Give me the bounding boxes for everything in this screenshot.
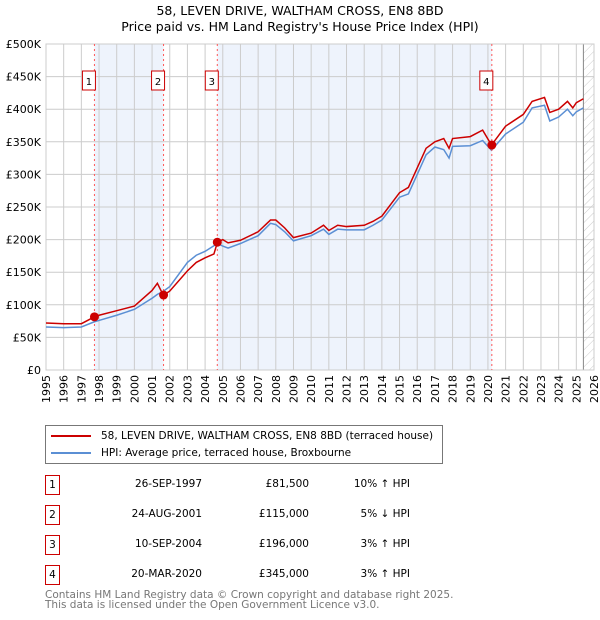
x-tick-label: 2017 [429,375,442,403]
sale-marker-box [81,70,96,91]
sale-date: 24-AUG-2001 [131,508,202,520]
x-tick-label: 2022 [517,375,530,403]
footer-line-2: This data is licensed under the Open Gov… [45,599,380,611]
sale-row: 4 20-MAR-2020 £345,000 3% ↑ HPI [45,565,445,585]
x-tick-label: 2005 [217,375,230,403]
sale-date: 26-SEP-1997 [134,478,202,490]
x-tick-label: 2018 [447,375,460,403]
x-tick-label: 2003 [181,375,194,403]
x-tick-label: 1996 [58,375,71,403]
sale-number: 2 [45,505,60,525]
y-tick-label: £450K [6,71,42,84]
sale-number: 3 [45,535,60,555]
y-tick-label: £50K [13,331,42,344]
sale-price: £345,000 [258,568,309,580]
x-tick-label: 2014 [376,375,389,403]
x-tick-label: 1997 [75,375,88,403]
x-tick-label: 2015 [394,375,407,403]
sale-point [487,140,497,150]
y-tick-label: £350K [6,136,42,149]
x-tick-label: 2000 [128,375,141,403]
y-tick-label: £200K [6,234,42,247]
sale-number: 1 [45,475,60,495]
x-tick-label: 2023 [535,375,548,403]
sale-marker-label: 1 [86,77,92,88]
sale-point [212,237,222,247]
x-tick-label: 2019 [464,375,477,403]
x-tick-label: 2011 [323,375,336,403]
sale-price: £196,000 [258,538,309,550]
x-tick-label: 1999 [111,375,124,403]
sale-date: 10-SEP-2004 [134,538,202,550]
x-tick-label: 2026 [588,375,600,403]
y-tick-label: £300K [6,168,42,181]
x-tick-label: 2021 [500,375,513,403]
y-tick-label: £250K [6,201,42,214]
x-tick-label: 2006 [234,375,247,403]
sale-marker-label: 4 [483,77,489,88]
chart-title: 58, LEVEN DRIVE, WALTHAM CROSS, EN8 8BD [156,3,444,18]
sale-price: £115,000 [258,508,309,520]
x-tick-label: 1998 [93,375,106,403]
y-tick-label: £400K [6,103,42,116]
x-tick-label: 2020 [482,375,495,403]
legend-red-line [51,435,91,437]
x-tick-label: 1995 [40,375,53,403]
sale-number: 4 [45,565,60,585]
footer: Contains HM Land Registry data © Crown c… [45,589,454,611]
sale-hpi-diff: 3% ↑ HPI [360,568,410,580]
y-tick-label: £500K [6,38,42,51]
sale-price: £81,500 [265,478,309,490]
x-tick-label: 2004 [199,375,212,403]
x-tick-label: 2016 [411,375,424,403]
y-tick-label: £0 [27,364,41,377]
sale-hpi-diff: 10% ↑ HPI [353,478,410,490]
sale-row: 1 26-SEP-1997 £81,500 10% ↑ HPI [45,475,445,495]
sale-date: 20-MAR-2020 [131,568,202,580]
x-tick-label: 2025 [570,375,583,403]
sale-marker-box [204,70,219,91]
x-tick-label: 2009 [287,375,300,403]
x-tick-label: 2007 [252,375,265,403]
y-tick-label: £100K [6,299,42,312]
x-tick-label: 2010 [305,375,318,403]
sale-point [159,290,169,300]
sale-marker-label: 3 [209,77,215,88]
sale-hpi-diff: 3% ↑ HPI [360,538,410,550]
sale-row: 3 10-SEP-2004 £196,000 3% ↑ HPI [45,535,445,555]
property-price-line [45,96,584,325]
y-tick-label: £150K [6,266,42,279]
x-tick-label: 2002 [164,375,177,403]
x-tick-label: 2012 [341,375,354,403]
x-tick-label: 2024 [553,375,566,403]
footer-line-1: Contains HM Land Registry data © Crown c… [45,589,454,601]
x-tick-label: 2001 [146,375,159,403]
chart-subtitle: Price paid vs. HM Land Registry's House … [121,19,479,34]
sale-marker-label: 2 [155,77,161,88]
legend-blue-line [51,452,91,454]
legend-label-property: 58, LEVEN DRIVE, WALTHAM CROSS, EN8 8BD … [101,430,434,442]
plot-border [45,43,595,371]
sale-marker-box [479,70,494,91]
sale-hpi-diff: 5% ↓ HPI [360,508,410,520]
plot-area: 1995 1996 1997 1998 1999 2000 2001 2002 2003 2004… [6,38,600,403]
sale-row: 2 24-AUG-2001 £115,000 5% ↓ HPI [45,505,445,525]
x-tick-label: 2008 [270,375,283,403]
x-tick-label: 2013 [358,375,371,403]
legend: 58, LEVEN DRIVE, WALTHAM CROSS, EN8 8BD … [45,425,443,464]
sale-point [89,312,99,322]
legend-label-hpi: HPI: Average price, terraced house, Brox… [101,447,352,459]
sale-marker-box [151,70,166,91]
